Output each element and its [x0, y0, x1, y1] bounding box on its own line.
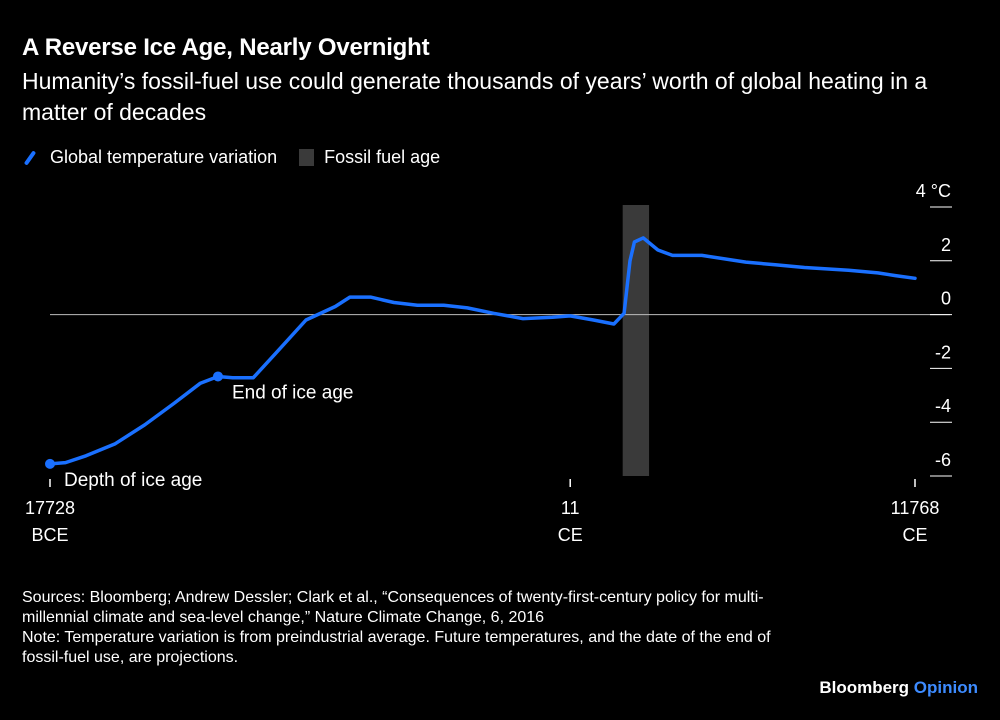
- chart-title: A Reverse Ice Age, Nearly Overnight: [22, 34, 430, 61]
- footer-notes: Sources: Bloomberg; Andrew Dessler; Clar…: [22, 588, 802, 668]
- annotation-marker-0: [45, 458, 55, 469]
- y-tick-label-0: 4 °C: [916, 181, 951, 201]
- series-line-0: [48, 236, 917, 466]
- legend-item-temperature: Global temperature variation: [22, 147, 277, 168]
- chart-plot: 4 °C 2 0 -2 -4 -6 17728 BCE 11 CE 11768 CE Depth of …: [25, 181, 952, 545]
- y-tick-label-2: 0: [941, 289, 951, 309]
- legend-label-temperature: Global temperature variation: [50, 147, 278, 167]
- legend: Global temperature variation Fossil fuel…: [22, 147, 462, 168]
- legend-label-fossil: Fossil fuel age: [324, 147, 441, 167]
- y-tick-label-1: 2: [941, 235, 951, 255]
- annotation-marker-1: [212, 371, 223, 382]
- y-tick-label-3: -2: [935, 342, 951, 362]
- x-tick-label-1: 11: [561, 498, 580, 518]
- bar-swatch-icon: [299, 149, 315, 166]
- legend-item-fossil: Fossil fuel age: [299, 147, 440, 168]
- x-tick-label-2: 11768: [891, 498, 940, 518]
- y-tick-label-4: -4: [935, 396, 951, 416]
- brand-suffix: Opinion: [913, 678, 978, 697]
- fossil-fuel-band: [622, 205, 650, 476]
- footer-note: Note: Temperature variation is from prei…: [22, 629, 771, 666]
- annotation-label-1: End of ice age: [232, 382, 353, 403]
- x-tick-era-2: CE: [902, 525, 927, 545]
- footer-sources: Sources: Bloomberg; Andrew Dessler; Clar…: [22, 589, 764, 626]
- chart-subtitle: Humanity’s fossil-fuel use could generat…: [22, 68, 928, 125]
- y-tick-label-5: -6: [935, 450, 951, 470]
- brand-name: Bloomberg: [819, 678, 910, 697]
- x-tick-label-0: 17728: [25, 498, 75, 518]
- x-tick-era-0: BCE: [31, 525, 68, 545]
- annotation-label-0: Depth of ice age: [64, 470, 202, 491]
- brand-logo: Bloomberg Opinion: [819, 678, 978, 698]
- x-tick-era-1: CE: [558, 525, 583, 545]
